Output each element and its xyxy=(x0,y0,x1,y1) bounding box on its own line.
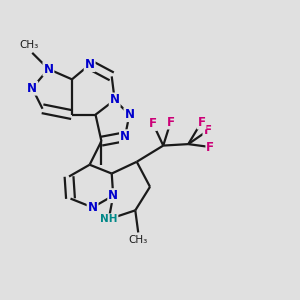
Text: N: N xyxy=(88,201,98,214)
Text: CH₃: CH₃ xyxy=(19,40,38,50)
Text: N: N xyxy=(27,82,37,95)
Text: NH: NH xyxy=(100,214,118,224)
Text: F: F xyxy=(197,116,206,128)
Text: CH₃: CH₃ xyxy=(129,235,148,245)
Text: N: N xyxy=(124,108,134,121)
Text: N: N xyxy=(85,58,94,71)
Text: N: N xyxy=(108,189,118,202)
Text: N: N xyxy=(110,93,120,106)
Text: N: N xyxy=(120,130,130,143)
Text: F: F xyxy=(203,124,211,137)
Text: F: F xyxy=(149,117,157,130)
Text: F: F xyxy=(206,141,214,154)
Text: F: F xyxy=(167,116,175,128)
Text: N: N xyxy=(44,62,53,76)
